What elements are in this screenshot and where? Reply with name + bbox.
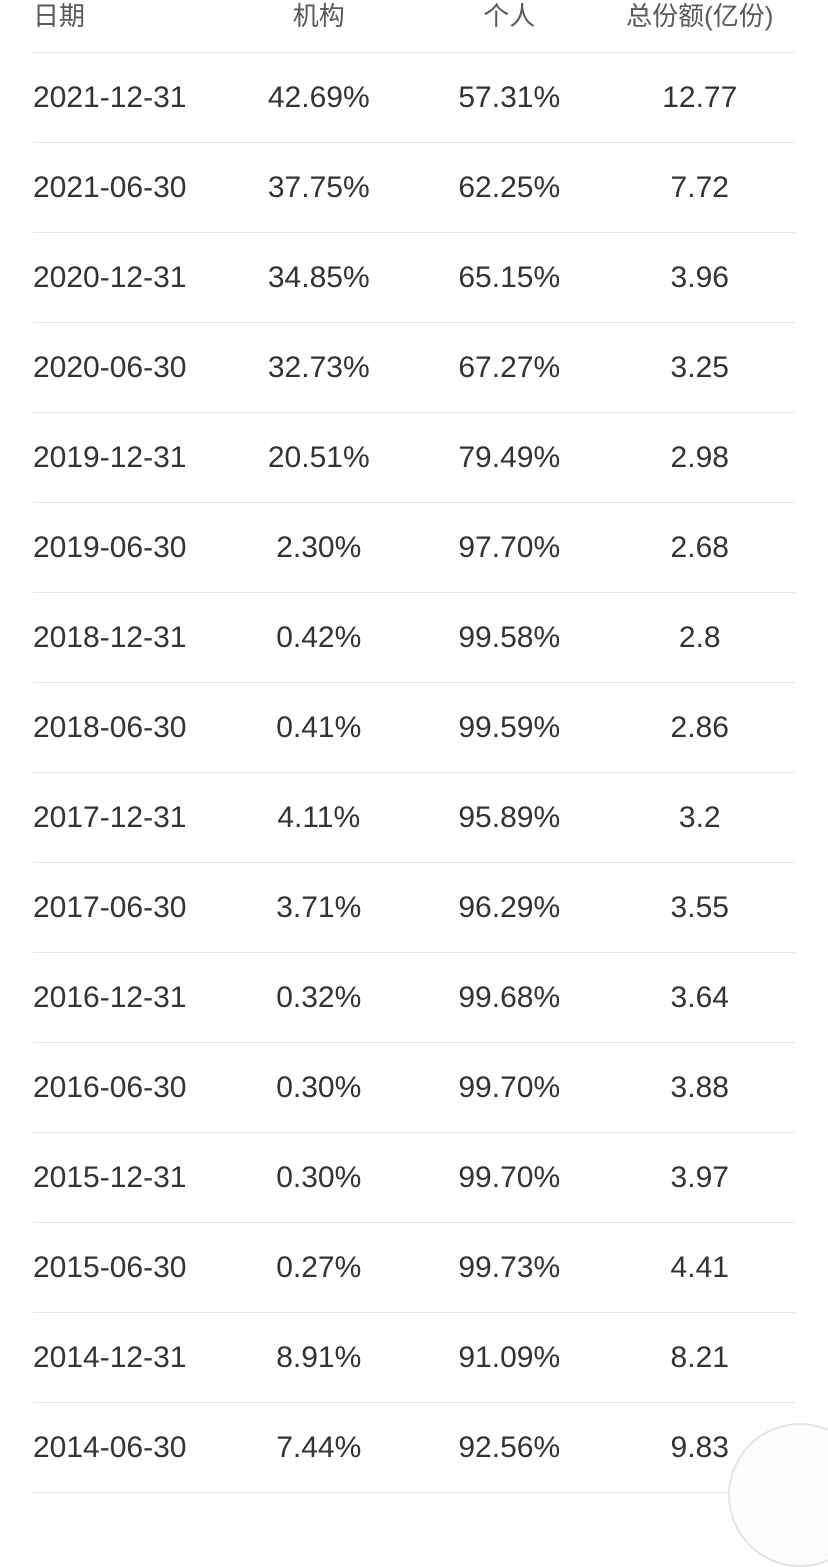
cell-date: 2020-12-31 bbox=[33, 260, 187, 294]
cell-date: 2020-06-30 bbox=[33, 350, 187, 384]
column-header-date: 日期 bbox=[33, 1, 86, 31]
cell-date: 2014-06-30 bbox=[33, 1430, 187, 1464]
cell-date: 2015-12-31 bbox=[33, 1160, 187, 1194]
column-header-individual: 个人 bbox=[483, 1, 536, 31]
cell-date: 2021-12-31 bbox=[33, 80, 187, 114]
cell-institution: 0.41% bbox=[276, 710, 362, 744]
cell-individual: 79.49% bbox=[458, 440, 561, 474]
cell-institution: 34.85% bbox=[267, 260, 370, 294]
cell-individual: 67.27% bbox=[458, 350, 561, 384]
cell-institution: 0.32% bbox=[276, 980, 362, 1014]
cell-date: 2015-06-30 bbox=[33, 1250, 187, 1284]
cell-date: 2019-06-30 bbox=[33, 530, 187, 564]
table-row: 2016-12-31 0.32% 99.68% 3.64 bbox=[33, 953, 795, 1043]
cell-individual: 62.25% bbox=[458, 170, 561, 204]
cell-individual: 91.09% bbox=[458, 1340, 561, 1374]
table-row: 2021-12-31 42.69% 57.31% 12.77 bbox=[33, 53, 795, 143]
cell-date: 2018-12-31 bbox=[33, 620, 187, 654]
table-row: 2020-12-31 34.85% 65.15% 3.96 bbox=[33, 233, 795, 323]
cell-individual: 99.68% bbox=[458, 980, 561, 1014]
cell-date: 2016-06-30 bbox=[33, 1070, 187, 1104]
cell-date: 2019-12-31 bbox=[33, 440, 187, 474]
table-row: 2014-06-30 7.44% 92.56% 9.83 bbox=[33, 1403, 795, 1493]
table-row: 2015-06-30 0.27% 99.73% 4.41 bbox=[33, 1223, 795, 1313]
cell-individual: 99.70% bbox=[458, 1160, 561, 1194]
cell-individual: 99.59% bbox=[458, 710, 561, 744]
cell-total-shares: 12.77 bbox=[662, 80, 738, 114]
cell-individual: 95.89% bbox=[458, 800, 561, 834]
table-row: 2020-06-30 32.73% 67.27% 3.25 bbox=[33, 323, 795, 413]
cell-total-shares: 7.72 bbox=[670, 170, 729, 204]
cell-date: 2017-12-31 bbox=[33, 800, 187, 834]
cell-total-shares: 3.2 bbox=[678, 800, 721, 834]
cell-institution: 20.51% bbox=[267, 440, 370, 474]
cell-institution: 0.30% bbox=[276, 1160, 362, 1194]
cell-individual: 65.15% bbox=[458, 260, 561, 294]
cell-total-shares: 3.55 bbox=[670, 890, 729, 924]
cell-date: 2021-06-30 bbox=[33, 170, 187, 204]
table-body: 2021-12-31 42.69% 57.31% 12.77 2021-06-3… bbox=[33, 53, 795, 1493]
cell-institution: 7.44% bbox=[276, 1430, 362, 1464]
column-header-institution: 机构 bbox=[292, 1, 345, 31]
cell-institution: 42.69% bbox=[267, 80, 370, 114]
cell-institution: 2.30% bbox=[276, 530, 362, 564]
table-row: 2019-12-31 20.51% 79.49% 2.98 bbox=[33, 413, 795, 503]
table-row: 2021-06-30 37.75% 62.25% 7.72 bbox=[33, 143, 795, 233]
table-row: 2018-12-31 0.42% 99.58% 2.8 bbox=[33, 593, 795, 683]
cell-total-shares: 3.88 bbox=[670, 1070, 729, 1104]
table-row: 2018-06-30 0.41% 99.59% 2.86 bbox=[33, 683, 795, 773]
table-row: 2014-12-31 8.91% 91.09% 8.21 bbox=[33, 1313, 795, 1403]
cell-date: 2016-12-31 bbox=[33, 980, 187, 1014]
cell-individual: 99.58% bbox=[458, 620, 561, 654]
cell-institution: 32.73% bbox=[267, 350, 370, 384]
table-row: 2016-06-30 0.30% 99.70% 3.88 bbox=[33, 1043, 795, 1133]
cell-institution: 0.42% bbox=[276, 620, 362, 654]
table-row: 2019-06-30 2.30% 97.70% 2.68 bbox=[33, 503, 795, 593]
cell-total-shares: 3.25 bbox=[670, 350, 729, 384]
cell-institution: 4.11% bbox=[277, 800, 361, 834]
cell-individual: 99.73% bbox=[458, 1250, 561, 1284]
cell-total-shares: 2.98 bbox=[670, 440, 729, 474]
cell-individual: 57.31% bbox=[458, 80, 561, 114]
cell-total-shares: 2.86 bbox=[670, 710, 729, 744]
cell-institution: 8.91% bbox=[276, 1340, 362, 1374]
cell-individual: 92.56% bbox=[458, 1430, 561, 1464]
cell-institution: 37.75% bbox=[267, 170, 370, 204]
cell-institution: 3.71% bbox=[276, 890, 362, 924]
cell-date: 2017-06-30 bbox=[33, 890, 187, 924]
cell-individual: 97.70% bbox=[458, 530, 561, 564]
cell-date: 2018-06-30 bbox=[33, 710, 187, 744]
table-row: 2017-06-30 3.71% 96.29% 3.55 bbox=[33, 863, 795, 953]
cell-total-shares: 3.64 bbox=[670, 980, 729, 1014]
cell-date: 2014-12-31 bbox=[33, 1340, 187, 1374]
table-header-row: 日期 机构 个人 总份额(亿份) bbox=[33, 0, 795, 53]
table-row: 2015-12-31 0.30% 99.70% 3.97 bbox=[33, 1133, 795, 1223]
table-row: 2017-12-31 4.11% 95.89% 3.2 bbox=[33, 773, 795, 863]
cell-total-shares: 8.21 bbox=[670, 1340, 729, 1374]
cell-institution: 0.30% bbox=[276, 1070, 362, 1104]
cell-total-shares: 2.68 bbox=[670, 530, 729, 564]
holder-structure-table: 日期 机构 个人 总份额(亿份) 2021-12-31 42.69% 57.31… bbox=[33, 0, 795, 1493]
cell-total-shares: 2.8 bbox=[678, 620, 721, 654]
cell-total-shares: 3.97 bbox=[670, 1160, 729, 1194]
cell-institution: 0.27% bbox=[276, 1250, 362, 1284]
cell-individual: 96.29% bbox=[458, 890, 561, 924]
cell-total-shares: 3.96 bbox=[670, 260, 729, 294]
cell-total-shares: 4.41 bbox=[670, 1250, 729, 1284]
column-header-total-shares: 总份额(亿份) bbox=[626, 1, 774, 31]
cell-individual: 99.70% bbox=[458, 1070, 561, 1104]
